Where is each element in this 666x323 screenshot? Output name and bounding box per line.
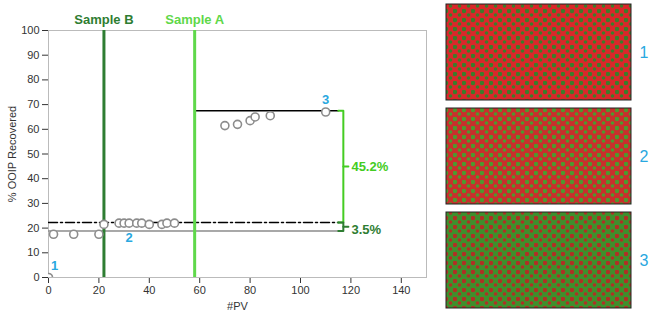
svg-text:60: 60 [27,123,39,135]
svg-text:100: 100 [291,284,309,296]
svg-text:3: 3 [322,92,329,107]
svg-text:120: 120 [342,284,360,296]
svg-text:45.2%: 45.2% [351,159,388,174]
svg-text:Sample A: Sample A [165,12,224,27]
svg-text:50: 50 [27,148,39,160]
svg-text:60: 60 [194,284,206,296]
svg-text:140: 140 [392,284,410,296]
svg-text:0: 0 [33,271,39,283]
svg-text:70: 70 [27,98,39,110]
svg-text:3: 3 [640,252,649,269]
svg-text:1: 1 [51,258,58,273]
svg-text:2: 2 [126,230,133,245]
svg-text:0: 0 [45,284,51,296]
svg-text:90: 90 [27,49,39,61]
svg-text:Sample B: Sample B [74,12,133,27]
svg-text:40: 40 [143,284,155,296]
svg-text:% OOIP Recovered: % OOIP Recovered [6,106,18,202]
svg-text:100: 100 [21,24,39,36]
svg-text:80: 80 [244,284,256,296]
svg-text:20: 20 [93,284,105,296]
svg-text:30: 30 [27,197,39,209]
svg-text:#PV: #PV [227,300,248,312]
svg-text:2: 2 [640,148,649,165]
svg-text:1: 1 [640,44,649,61]
svg-text:10: 10 [27,246,39,258]
svg-text:3.5%: 3.5% [351,222,381,237]
svg-text:20: 20 [27,222,39,234]
svg-text:80: 80 [27,73,39,85]
svg-text:40: 40 [27,172,39,184]
